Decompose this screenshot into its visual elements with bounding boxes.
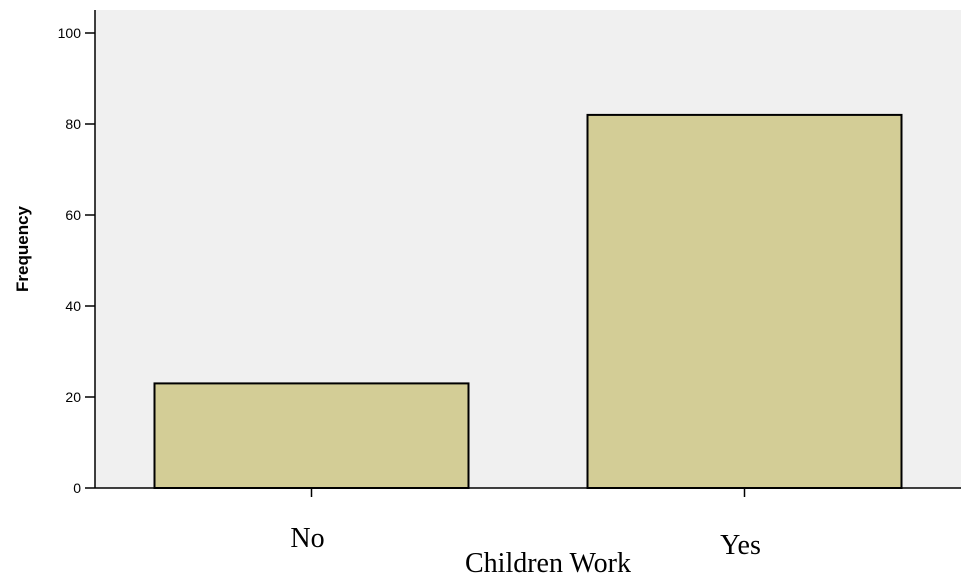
y-tick-label-40: 40 [65, 298, 81, 314]
y-axis-ticks: 0 20 40 60 80 100 [58, 25, 95, 496]
y-tick-label-20: 20 [65, 389, 81, 405]
x-axis-title: Children Work [465, 548, 631, 579]
y-tick-label-0: 0 [73, 480, 81, 496]
y-tick-label-100: 100 [58, 25, 82, 41]
y-tick-label-60: 60 [65, 207, 81, 223]
bar-no [153, 382, 470, 489]
bar-yes [586, 113, 903, 490]
y-axis-title: Frequency [13, 205, 32, 292]
y-tick-label-80: 80 [65, 116, 81, 132]
x-tick-label-yes: Yes [720, 530, 761, 561]
bars-group [153, 113, 903, 490]
x-tick-label-no: No [290, 523, 324, 554]
x-axis-ticks: No Yes [290, 488, 761, 561]
